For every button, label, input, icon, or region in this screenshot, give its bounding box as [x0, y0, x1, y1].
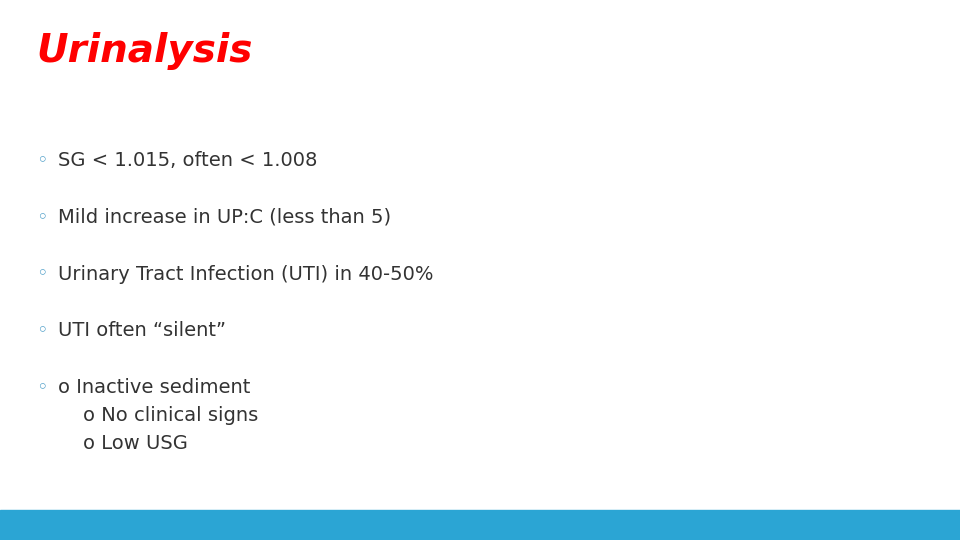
Text: UTI often “silent”: UTI often “silent”: [58, 321, 226, 340]
Bar: [0, 510, 960, 540]
Text: Mild increase in UP:C (less than 5): Mild increase in UP:C (less than 5): [58, 208, 391, 227]
Text: SG < 1.015, often < 1.008: SG < 1.015, often < 1.008: [58, 151, 317, 170]
Text: Urinalysis: Urinalysis: [36, 32, 252, 70]
Text: Urinary Tract Infection (UTI) in 40-50%: Urinary Tract Infection (UTI) in 40-50%: [58, 265, 433, 284]
Text: ◦: ◦: [36, 208, 48, 227]
Text: o Inactive sediment
    o No clinical signs
    o Low USG: o Inactive sediment o No clinical signs …: [58, 378, 258, 453]
Text: ◦: ◦: [36, 321, 48, 340]
Text: ◦: ◦: [36, 265, 48, 284]
Text: ◦: ◦: [36, 151, 48, 170]
Text: ◦: ◦: [36, 378, 48, 397]
